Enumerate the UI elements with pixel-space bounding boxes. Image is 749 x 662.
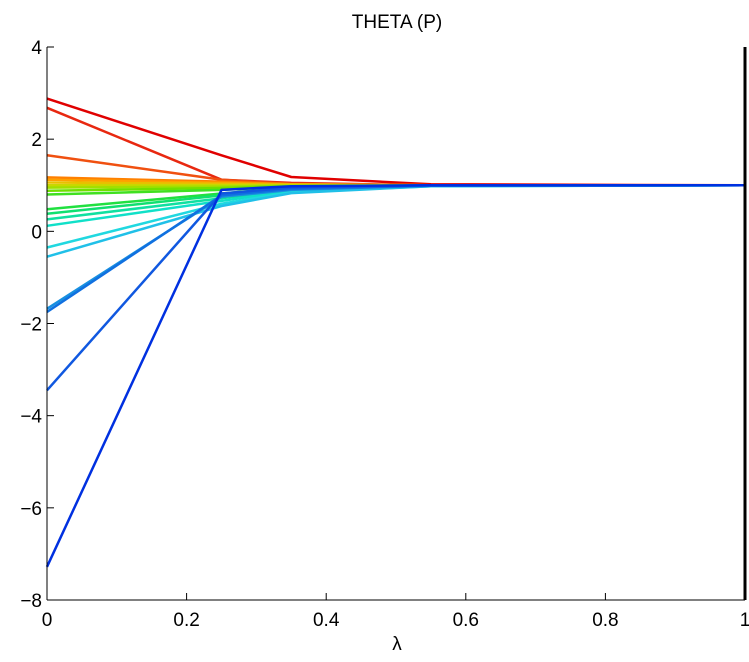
x-tick-label: 0.6	[453, 610, 479, 631]
y-tick-label: −2	[20, 315, 42, 336]
y-tick-label: 2	[31, 130, 42, 151]
x-tick-label: 0.2	[173, 610, 199, 631]
x-tick-label: 0.8	[592, 610, 618, 631]
series-line-20	[45, 184, 745, 568]
series-line-2	[46, 106, 745, 187]
y-tick-label: −8	[20, 591, 42, 612]
axes-layer	[46, 47, 747, 601]
y-tick-label: −6	[20, 499, 42, 520]
series-layer	[45, 97, 746, 568]
y-tick-label: −4	[20, 407, 42, 428]
x-axis-label: λ	[392, 634, 402, 655]
series-line-15	[46, 184, 746, 249]
x-tick-label: 0	[42, 610, 53, 631]
series-line-19	[46, 184, 745, 392]
y-tick-label: 4	[31, 38, 42, 59]
y-tick-label: 0	[31, 222, 42, 243]
series-line-1	[46, 97, 746, 187]
series-line-18	[46, 184, 746, 314]
chart-title: THETA (P)	[352, 12, 442, 33]
ticks-layer: 0 0.2 0.4 0.6 0.8 1 −8 −6 −4 −2 0 2 4	[20, 38, 749, 631]
x-tick-label: 1	[740, 610, 749, 631]
x-tick-label: 0.4	[313, 610, 340, 631]
